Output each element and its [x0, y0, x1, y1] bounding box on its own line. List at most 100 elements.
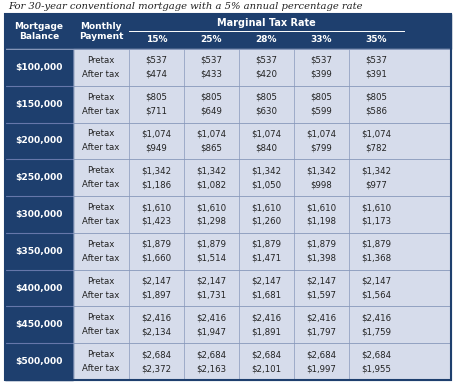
- Text: $350,000: $350,000: [15, 247, 63, 256]
- Text: 25%: 25%: [200, 35, 222, 45]
- Text: $1,074: $1,074: [306, 129, 336, 139]
- Text: $1,610: $1,610: [306, 203, 336, 212]
- Text: $1,471: $1,471: [251, 254, 281, 263]
- Text: $1,879: $1,879: [251, 240, 281, 249]
- Text: $805: $805: [310, 93, 332, 102]
- Text: $1,597: $1,597: [306, 291, 336, 300]
- Text: $2,372: $2,372: [141, 364, 171, 373]
- Text: After tax: After tax: [82, 254, 119, 263]
- Text: $537: $537: [255, 56, 277, 65]
- Text: $399: $399: [310, 70, 332, 79]
- Text: $649: $649: [200, 107, 222, 116]
- Text: $433: $433: [200, 70, 222, 79]
- Text: $1,173: $1,173: [361, 217, 391, 226]
- Text: $1,955: $1,955: [361, 364, 391, 373]
- Text: $1,681: $1,681: [251, 291, 281, 300]
- Text: $1,610: $1,610: [251, 203, 281, 212]
- Text: After tax: After tax: [82, 144, 119, 152]
- Text: $1,342: $1,342: [141, 166, 171, 175]
- Text: $1,891: $1,891: [251, 327, 281, 336]
- Text: $1,342: $1,342: [196, 166, 226, 175]
- Text: $1,074: $1,074: [251, 129, 281, 139]
- Text: After tax: After tax: [82, 217, 119, 226]
- Text: $2,684: $2,684: [196, 350, 226, 359]
- Text: Pretax: Pretax: [87, 276, 115, 286]
- Text: $1,879: $1,879: [196, 240, 226, 249]
- Text: $300,000: $300,000: [15, 210, 63, 219]
- Text: $250,000: $250,000: [15, 173, 63, 182]
- Text: After tax: After tax: [82, 364, 119, 373]
- Text: Marginal Tax Rate: Marginal Tax Rate: [217, 18, 315, 28]
- Text: $805: $805: [255, 93, 277, 102]
- Text: $1,879: $1,879: [361, 240, 391, 249]
- Text: $1,074: $1,074: [196, 129, 226, 139]
- Text: Pretax: Pretax: [87, 240, 115, 249]
- Text: $537: $537: [310, 56, 332, 65]
- Bar: [5, 49, 450, 380]
- Text: After tax: After tax: [82, 107, 119, 116]
- Text: $1,610: $1,610: [141, 203, 171, 212]
- Text: $2,147: $2,147: [306, 276, 336, 286]
- Text: $1,731: $1,731: [196, 291, 226, 300]
- Text: $2,147: $2,147: [361, 276, 391, 286]
- Text: $537: $537: [200, 56, 222, 65]
- Text: Balance: Balance: [19, 32, 59, 41]
- Text: After tax: After tax: [82, 327, 119, 336]
- Text: $100,000: $100,000: [15, 63, 63, 72]
- Text: $586: $586: [365, 107, 387, 116]
- Text: $1,564: $1,564: [361, 291, 391, 300]
- Text: $2,684: $2,684: [251, 350, 281, 359]
- Text: Pretax: Pretax: [87, 93, 115, 102]
- Text: 28%: 28%: [255, 35, 277, 45]
- Text: Payment: Payment: [79, 32, 123, 41]
- Text: $840: $840: [255, 144, 277, 152]
- Text: $782: $782: [365, 144, 387, 152]
- Bar: [5, 14, 450, 49]
- Text: $1,879: $1,879: [141, 240, 171, 249]
- Text: $537: $537: [365, 56, 387, 65]
- Text: $200,000: $200,000: [15, 136, 63, 146]
- Text: $1,660: $1,660: [141, 254, 171, 263]
- Text: After tax: After tax: [82, 180, 119, 189]
- Text: Pretax: Pretax: [87, 166, 115, 175]
- Text: $2,684: $2,684: [361, 350, 391, 359]
- Text: $1,797: $1,797: [306, 327, 336, 336]
- Text: $805: $805: [200, 93, 222, 102]
- Text: Pretax: Pretax: [87, 203, 115, 212]
- Text: $400,000: $400,000: [15, 283, 63, 293]
- Text: $1,423: $1,423: [141, 217, 171, 226]
- Text: $2,147: $2,147: [196, 276, 226, 286]
- Text: $1,997: $1,997: [306, 364, 336, 373]
- Text: $1,050: $1,050: [251, 180, 281, 189]
- Text: $474: $474: [145, 70, 167, 79]
- Text: Pretax: Pretax: [87, 313, 115, 322]
- Text: $391: $391: [365, 70, 387, 79]
- Text: $2,416: $2,416: [141, 313, 171, 322]
- Text: $1,298: $1,298: [196, 217, 226, 226]
- Text: $1,186: $1,186: [141, 180, 171, 189]
- Text: $865: $865: [200, 144, 222, 152]
- Text: Pretax: Pretax: [87, 129, 115, 139]
- Text: $1,342: $1,342: [361, 166, 391, 175]
- Text: $630: $630: [255, 107, 277, 116]
- Text: Pretax: Pretax: [87, 350, 115, 359]
- Text: $1,398: $1,398: [306, 254, 336, 263]
- Bar: [5, 49, 73, 380]
- Text: $2,163: $2,163: [196, 364, 226, 373]
- Text: $150,000: $150,000: [15, 100, 63, 109]
- Text: $500,000: $500,000: [15, 357, 63, 366]
- Text: $450,000: $450,000: [15, 320, 63, 329]
- Text: $2,147: $2,147: [251, 276, 281, 286]
- Text: $949: $949: [145, 144, 167, 152]
- Text: $1,610: $1,610: [196, 203, 226, 212]
- Text: $2,684: $2,684: [141, 350, 171, 359]
- Text: $977: $977: [365, 180, 387, 189]
- Text: $711: $711: [145, 107, 167, 116]
- Text: Mortgage: Mortgage: [15, 22, 63, 31]
- Text: $1,897: $1,897: [141, 291, 171, 300]
- Text: 35%: 35%: [365, 35, 386, 45]
- Text: $2,416: $2,416: [251, 313, 281, 322]
- Text: Monthly: Monthly: [80, 22, 121, 31]
- Text: $805: $805: [145, 93, 167, 102]
- Text: $1,342: $1,342: [251, 166, 281, 175]
